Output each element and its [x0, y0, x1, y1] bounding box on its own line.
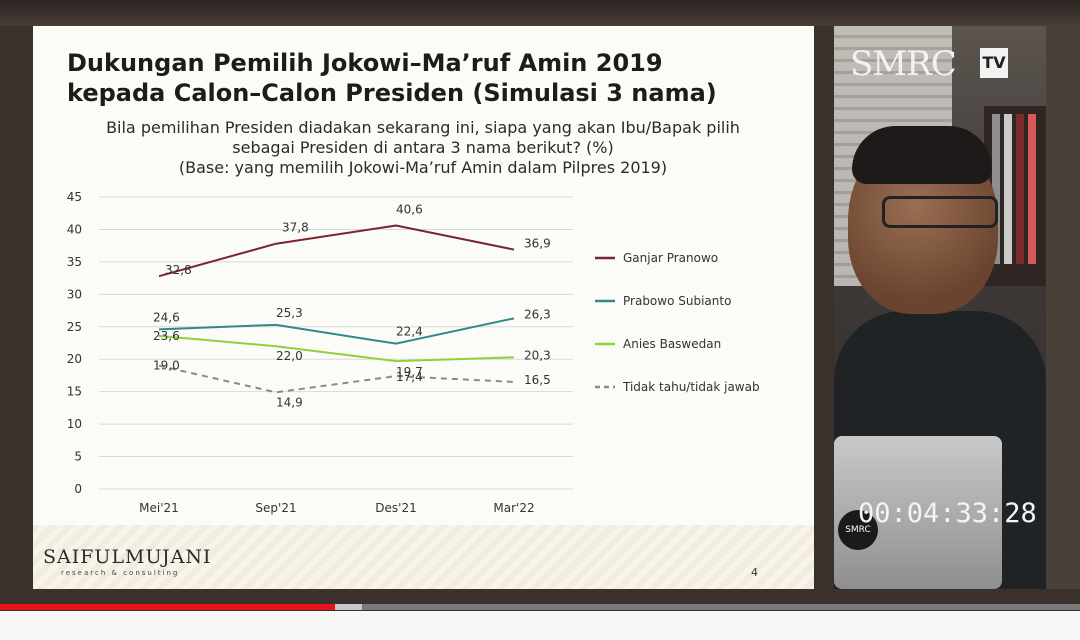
- subtitle-line-1: Bila pemilihan Presiden diadakan sekaran…: [106, 118, 740, 137]
- y-tick-label: 35: [67, 255, 82, 269]
- series-line: [158, 317, 515, 345]
- data-label: 23,6: [153, 329, 180, 343]
- book: [1004, 114, 1012, 264]
- subtitle-line-3: (Base: yang memilih Jokowi-Ma’ruf Amin d…: [178, 158, 668, 177]
- y-tick-label: 0: [74, 482, 82, 496]
- presenter-glasses: [882, 196, 998, 228]
- x-tick-label: Sep'21: [255, 501, 296, 515]
- presenter-video: SMRC SMRC TV 00:04:33:28: [834, 26, 1046, 589]
- x-tick-label: Mar'22: [493, 501, 534, 515]
- slide-pattern: [33, 525, 814, 589]
- legend-label: Anies Baswedan: [623, 337, 721, 351]
- data-label: 37,8: [282, 221, 309, 235]
- y-tick-label: 30: [67, 287, 82, 301]
- slide-title: Dukungan Pemilih Jokowi–Ma’ruf Amin 2019…: [67, 48, 787, 108]
- channel-logo: SMRC: [850, 44, 957, 84]
- right-frame: [1046, 26, 1080, 589]
- data-label: 22,0: [276, 349, 303, 363]
- y-tick-label: 15: [67, 385, 82, 399]
- subtitle-line-2: sebagai Presiden di antara 3 nama beriku…: [232, 138, 614, 157]
- presenter-hair: [852, 126, 992, 184]
- smrc-logo: SAIFULMUJANI: [43, 546, 212, 568]
- x-tick-label: Des'21: [375, 501, 416, 515]
- x-tick-label: Mei'21: [139, 501, 179, 515]
- y-tick-label: 10: [67, 417, 82, 431]
- line-chart: 0 5 10 15 20 25 30 35 40 45 Mei'21 Sep'21 Des'21 Mar'…: [67, 190, 760, 515]
- y-tick-label: 5: [74, 450, 82, 464]
- y-tick-label: 45: [67, 190, 82, 204]
- page-number: 4: [751, 566, 758, 579]
- book: [992, 114, 1000, 264]
- player-footer: [0, 611, 1080, 640]
- data-label: 24,6: [153, 310, 180, 324]
- data-label: 32,8: [165, 263, 192, 277]
- y-tick-label: 25: [67, 320, 82, 334]
- data-label: 40,6: [396, 203, 423, 217]
- slide-subtitle: Bila pemilihan Presiden diadakan sekaran…: [53, 118, 793, 178]
- smrc-logo-subtitle: research & consulting: [61, 569, 180, 577]
- series-line: [158, 224, 515, 278]
- series-line: [158, 364, 515, 394]
- book: [1016, 114, 1024, 264]
- data-label: 26,3: [524, 307, 551, 321]
- y-tick-label: 20: [67, 352, 82, 366]
- book: [1028, 114, 1036, 264]
- title-line-1: Dukungan Pemilih Jokowi–Ma’ruf Amin 2019: [67, 49, 663, 77]
- data-label: 19,0: [153, 359, 180, 373]
- video-timer: 00:04:33:28: [858, 498, 1037, 529]
- channel-tv-label: TV: [980, 48, 1008, 78]
- data-label: 16,5: [524, 373, 551, 387]
- data-label: 22,4: [396, 325, 423, 339]
- top-frame: [0, 0, 1080, 26]
- legend-label: Prabowo Subianto: [623, 294, 731, 308]
- smrc-badge: SMRC: [838, 510, 878, 550]
- series-line: [158, 334, 515, 363]
- title-line-2: kepada Calon–Calon Presiden (Simulasi 3 …: [67, 79, 717, 107]
- data-label: 20,3: [524, 348, 551, 362]
- presentation-slide: Dukungan Pemilih Jokowi–Ma’ruf Amin 2019…: [33, 26, 814, 589]
- progress-played: [0, 604, 335, 610]
- data-label: 14,9: [276, 395, 303, 409]
- data-label: 25,3: [276, 306, 303, 320]
- y-tick-label: 40: [67, 222, 82, 236]
- data-label: 36,9: [524, 237, 551, 251]
- legend-label: Tidak tahu/tidak jawab: [622, 380, 760, 394]
- legend-label: Ganjar Pranowo: [623, 251, 718, 265]
- data-label: 17,4: [396, 370, 423, 384]
- video-progress-bar[interactable]: [0, 604, 1080, 610]
